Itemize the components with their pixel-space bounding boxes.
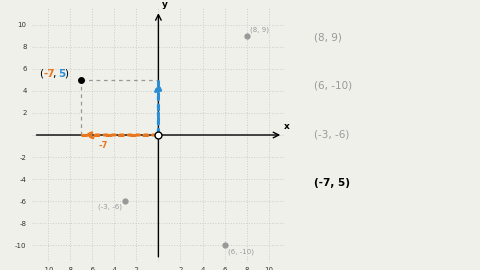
- Text: (: (: [39, 69, 43, 79]
- Text: 5: 5: [59, 69, 66, 79]
- Text: ,: ,: [53, 69, 60, 79]
- Text: (6, -10): (6, -10): [314, 81, 352, 91]
- Text: (-3, -6): (-3, -6): [314, 130, 350, 140]
- Text: ): ): [64, 69, 68, 79]
- Text: x: x: [284, 122, 290, 131]
- Text: (-7, 5): (-7, 5): [314, 178, 350, 188]
- Text: (8, 9): (8, 9): [314, 32, 342, 42]
- Text: y: y: [162, 0, 168, 9]
- Text: (8, 9): (8, 9): [250, 27, 269, 33]
- Text: -7: -7: [98, 140, 108, 150]
- Text: (6, -10): (6, -10): [228, 249, 254, 255]
- Text: (-3, -6): (-3, -6): [98, 203, 122, 210]
- Text: -7: -7: [43, 69, 55, 79]
